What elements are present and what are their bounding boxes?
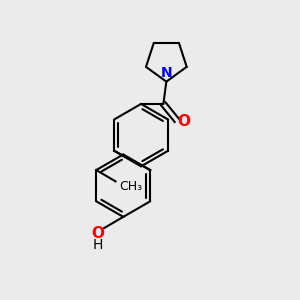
Text: CH₃: CH₃ xyxy=(119,180,142,193)
Text: N: N xyxy=(160,66,172,80)
Text: H: H xyxy=(93,238,103,252)
Text: O: O xyxy=(177,114,190,129)
Text: O: O xyxy=(92,226,104,241)
